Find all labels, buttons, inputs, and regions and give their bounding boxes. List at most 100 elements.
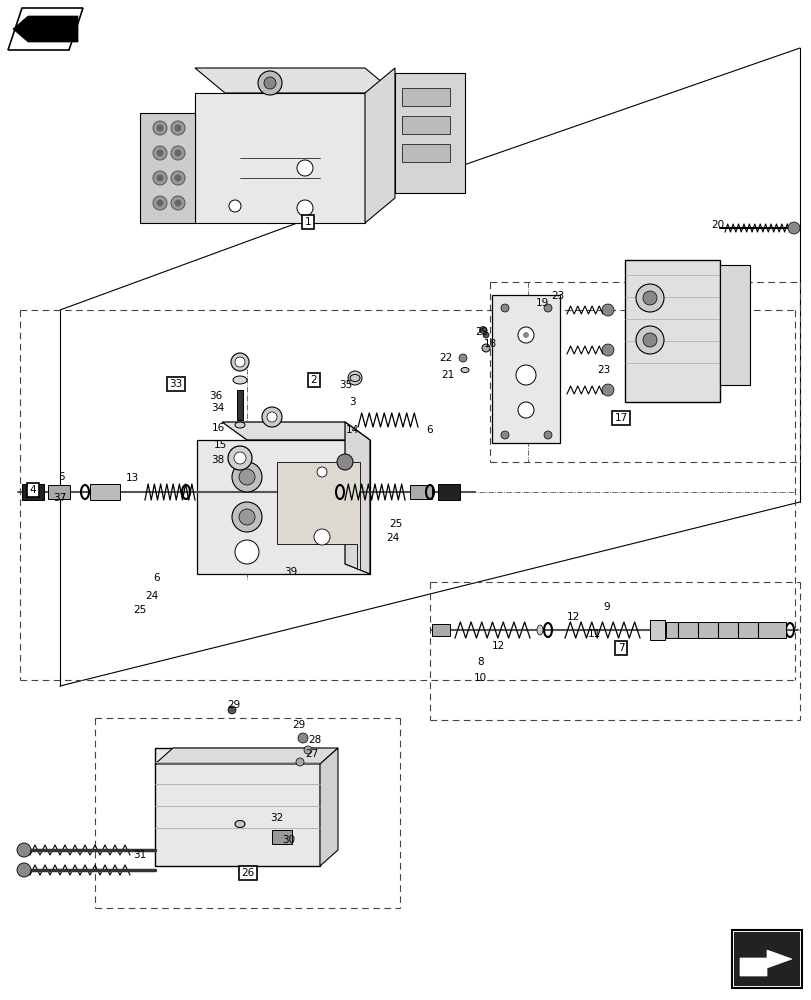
Text: 12: 12	[491, 641, 504, 651]
Circle shape	[314, 529, 329, 545]
Polygon shape	[139, 113, 195, 223]
Text: 17: 17	[614, 413, 627, 423]
Text: 32: 32	[270, 813, 283, 823]
Circle shape	[264, 77, 276, 89]
Circle shape	[601, 344, 613, 356]
Text: 7: 7	[617, 643, 624, 653]
Circle shape	[303, 746, 311, 754]
Text: 34: 34	[211, 403, 225, 413]
Circle shape	[479, 326, 486, 334]
Polygon shape	[365, 68, 394, 223]
Text: 18: 18	[483, 339, 496, 349]
Text: 35: 35	[339, 380, 352, 390]
Circle shape	[337, 454, 353, 470]
Circle shape	[500, 304, 508, 312]
Circle shape	[483, 332, 488, 338]
Circle shape	[17, 863, 31, 877]
Text: 22: 22	[439, 353, 452, 363]
Circle shape	[157, 150, 163, 157]
Circle shape	[787, 222, 799, 234]
Text: 24: 24	[145, 591, 158, 601]
Text: 14: 14	[345, 425, 358, 435]
Circle shape	[152, 121, 167, 135]
Text: 19: 19	[534, 298, 548, 308]
Circle shape	[174, 200, 182, 207]
Bar	[665, 622, 785, 638]
Bar	[197, 440, 370, 574]
Circle shape	[500, 431, 508, 439]
Text: 23: 23	[551, 291, 564, 301]
Circle shape	[258, 71, 281, 95]
Circle shape	[152, 146, 167, 160]
Bar	[401, 116, 449, 134]
Text: 4: 4	[30, 485, 36, 495]
Circle shape	[234, 357, 245, 367]
Circle shape	[601, 384, 613, 396]
Text: 16: 16	[211, 423, 225, 433]
Circle shape	[522, 332, 528, 338]
Circle shape	[517, 402, 534, 418]
Circle shape	[517, 327, 534, 343]
Bar	[437, 484, 460, 500]
Circle shape	[642, 291, 656, 305]
Bar	[272, 830, 292, 844]
Circle shape	[228, 446, 251, 470]
Polygon shape	[195, 68, 394, 93]
Text: 10: 10	[473, 673, 486, 683]
Circle shape	[232, 502, 262, 532]
Text: 23: 23	[597, 365, 610, 375]
Text: 39: 39	[284, 567, 298, 577]
Circle shape	[348, 371, 362, 385]
Polygon shape	[8, 8, 83, 50]
Ellipse shape	[461, 367, 469, 372]
Text: 6: 6	[153, 573, 160, 583]
Circle shape	[635, 284, 663, 312]
Ellipse shape	[233, 376, 247, 384]
Circle shape	[17, 843, 31, 857]
Circle shape	[232, 462, 262, 492]
Text: 8: 8	[477, 657, 483, 667]
Text: 1: 1	[304, 217, 311, 227]
Text: 30: 30	[282, 835, 295, 845]
Circle shape	[171, 196, 185, 210]
Text: 20: 20	[710, 220, 723, 230]
Text: 13: 13	[125, 473, 139, 483]
Text: 25: 25	[389, 519, 402, 529]
Bar	[401, 88, 449, 106]
Ellipse shape	[536, 625, 543, 635]
Bar	[48, 485, 70, 499]
Text: 28: 28	[308, 735, 321, 745]
Circle shape	[230, 353, 249, 371]
Text: 29: 29	[292, 720, 305, 730]
Text: 27: 27	[305, 749, 318, 759]
Text: 31: 31	[133, 850, 147, 860]
Circle shape	[262, 407, 281, 427]
Text: 5: 5	[58, 472, 65, 482]
Circle shape	[238, 509, 255, 525]
Circle shape	[296, 758, 303, 766]
Circle shape	[174, 125, 182, 132]
Circle shape	[152, 196, 167, 210]
Circle shape	[171, 171, 185, 185]
Polygon shape	[739, 950, 791, 976]
Circle shape	[482, 344, 489, 352]
Text: 6: 6	[426, 425, 433, 435]
Bar	[649, 620, 664, 640]
Ellipse shape	[234, 820, 245, 827]
Polygon shape	[155, 748, 337, 764]
Bar	[624, 260, 719, 402]
Circle shape	[157, 175, 163, 182]
Circle shape	[171, 121, 185, 135]
Text: 2: 2	[311, 375, 317, 385]
Bar	[90, 484, 120, 500]
Circle shape	[234, 540, 259, 564]
Text: 21: 21	[441, 370, 454, 380]
Circle shape	[174, 175, 182, 182]
Circle shape	[543, 304, 551, 312]
Text: 29: 29	[474, 327, 488, 337]
Bar	[431, 624, 449, 636]
Circle shape	[635, 326, 663, 354]
Polygon shape	[195, 93, 365, 223]
Circle shape	[297, 200, 312, 216]
Text: 33: 33	[169, 379, 182, 389]
